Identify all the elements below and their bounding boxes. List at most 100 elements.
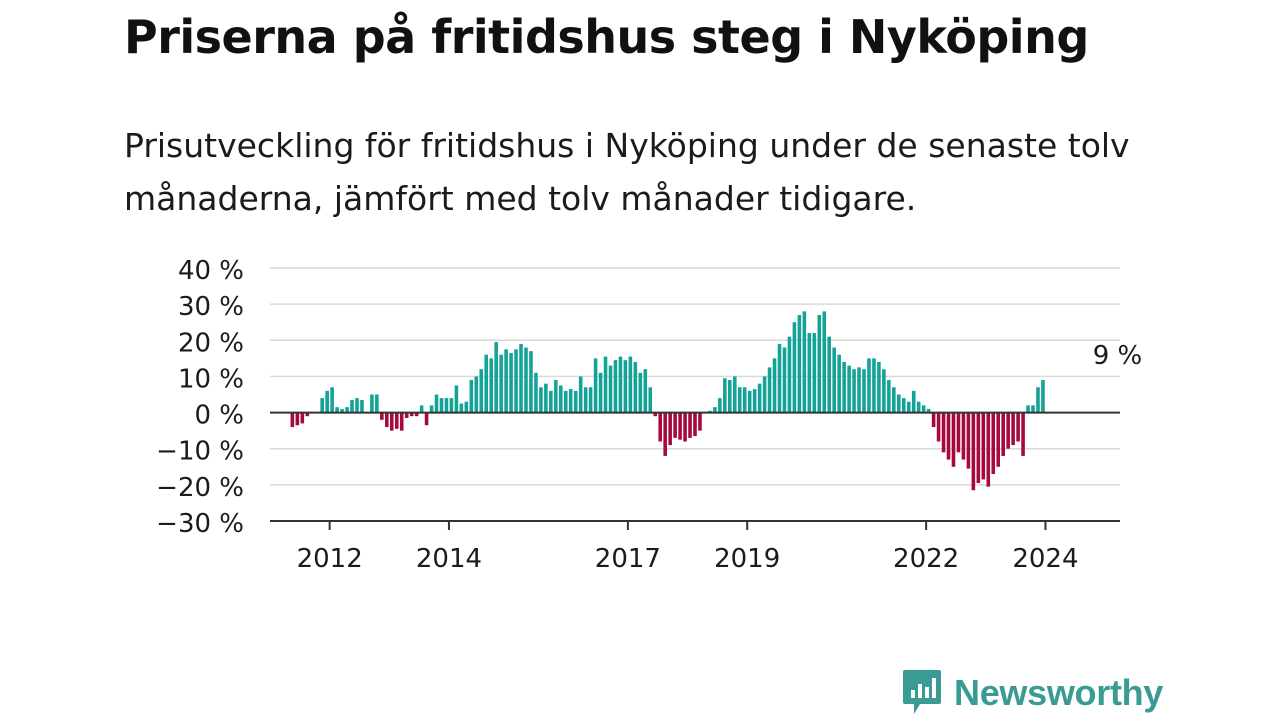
bar	[807, 333, 812, 413]
bar	[668, 412, 672, 446]
bar	[519, 343, 523, 413]
bar	[797, 314, 802, 413]
bar	[713, 407, 717, 413]
y-tick-label: 40 %	[178, 256, 244, 286]
newsworthy-logo[interactable]: Newsworthy	[902, 668, 1163, 718]
bar	[683, 412, 687, 442]
bar	[862, 369, 866, 413]
bar	[494, 342, 498, 413]
bar	[867, 358, 871, 413]
bar	[946, 412, 951, 460]
bar	[926, 408, 931, 413]
bar	[951, 412, 956, 467]
y-tick-label: 30 %	[178, 292, 244, 322]
newsworthy-logo-icon	[903, 670, 941, 714]
bar	[300, 412, 305, 424]
bar	[658, 412, 662, 442]
bar	[370, 394, 374, 413]
bar	[752, 389, 757, 413]
bar	[325, 390, 329, 413]
bar	[355, 398, 359, 413]
bar	[931, 412, 936, 428]
bar	[439, 398, 444, 413]
bar	[335, 407, 339, 413]
bar	[514, 349, 518, 413]
bar	[484, 354, 489, 413]
bar	[434, 394, 439, 413]
bar	[404, 412, 409, 418]
bar	[732, 376, 737, 413]
bar	[598, 372, 603, 413]
bar	[1011, 412, 1015, 446]
bar	[474, 376, 479, 413]
bar	[544, 383, 548, 413]
bar	[444, 398, 449, 413]
x-axis-ticks: 2012 2014 2017 2019 2022 2024	[297, 521, 1079, 574]
bar	[971, 412, 976, 491]
x-tick-label: 2024	[1012, 544, 1078, 574]
bar	[638, 372, 643, 413]
bar	[454, 385, 459, 413]
bar	[767, 367, 772, 413]
bar	[1001, 412, 1005, 456]
bar	[449, 398, 454, 413]
bar	[772, 358, 777, 413]
bar	[936, 412, 941, 442]
y-tick-label: 0 %	[194, 401, 244, 431]
bar	[583, 387, 588, 413]
bar	[837, 354, 841, 413]
bar	[608, 365, 613, 413]
bar	[817, 314, 822, 413]
bar	[762, 376, 767, 413]
bar	[688, 412, 692, 438]
bar	[872, 358, 876, 413]
bar	[723, 378, 727, 413]
bar	[673, 412, 677, 438]
bar	[290, 412, 295, 428]
bar	[504, 349, 508, 413]
bar	[603, 356, 608, 413]
bar	[906, 401, 911, 413]
bar	[827, 336, 831, 413]
last-value-label: 9 %	[1093, 341, 1143, 371]
y-tick-label: −10 %	[156, 437, 244, 467]
bar	[1006, 412, 1010, 449]
bar	[777, 343, 782, 413]
bar	[633, 361, 638, 413]
chart-subtitle: Prisutveckling för fritidshus i Nyköping…	[124, 126, 1130, 218]
bar	[802, 311, 807, 413]
bar	[961, 412, 966, 460]
bar	[499, 354, 503, 413]
bar	[847, 365, 851, 413]
bar	[350, 399, 354, 413]
bar	[469, 380, 474, 413]
bar	[718, 398, 722, 413]
bar	[857, 367, 861, 413]
bar	[1026, 405, 1030, 413]
bar	[986, 412, 991, 487]
bar	[792, 322, 797, 413]
bar	[832, 347, 836, 413]
y-tick-label: 20 %	[178, 328, 244, 358]
bar	[966, 412, 971, 469]
bar	[643, 369, 648, 413]
bar	[787, 336, 792, 413]
bar	[901, 398, 906, 413]
bar	[1016, 412, 1020, 442]
bar	[941, 412, 946, 453]
bar	[981, 412, 986, 480]
bar	[529, 351, 533, 413]
bar	[340, 408, 344, 413]
bar	[882, 369, 886, 413]
bar	[678, 412, 682, 440]
bar	[842, 361, 846, 413]
bar	[389, 412, 394, 431]
bar	[892, 387, 896, 413]
bar	[613, 360, 618, 413]
bar	[897, 394, 901, 413]
bar	[618, 356, 623, 413]
bar	[568, 389, 573, 413]
bar	[1031, 405, 1035, 413]
bar	[653, 412, 658, 417]
x-tick-label: 2014	[416, 544, 482, 574]
